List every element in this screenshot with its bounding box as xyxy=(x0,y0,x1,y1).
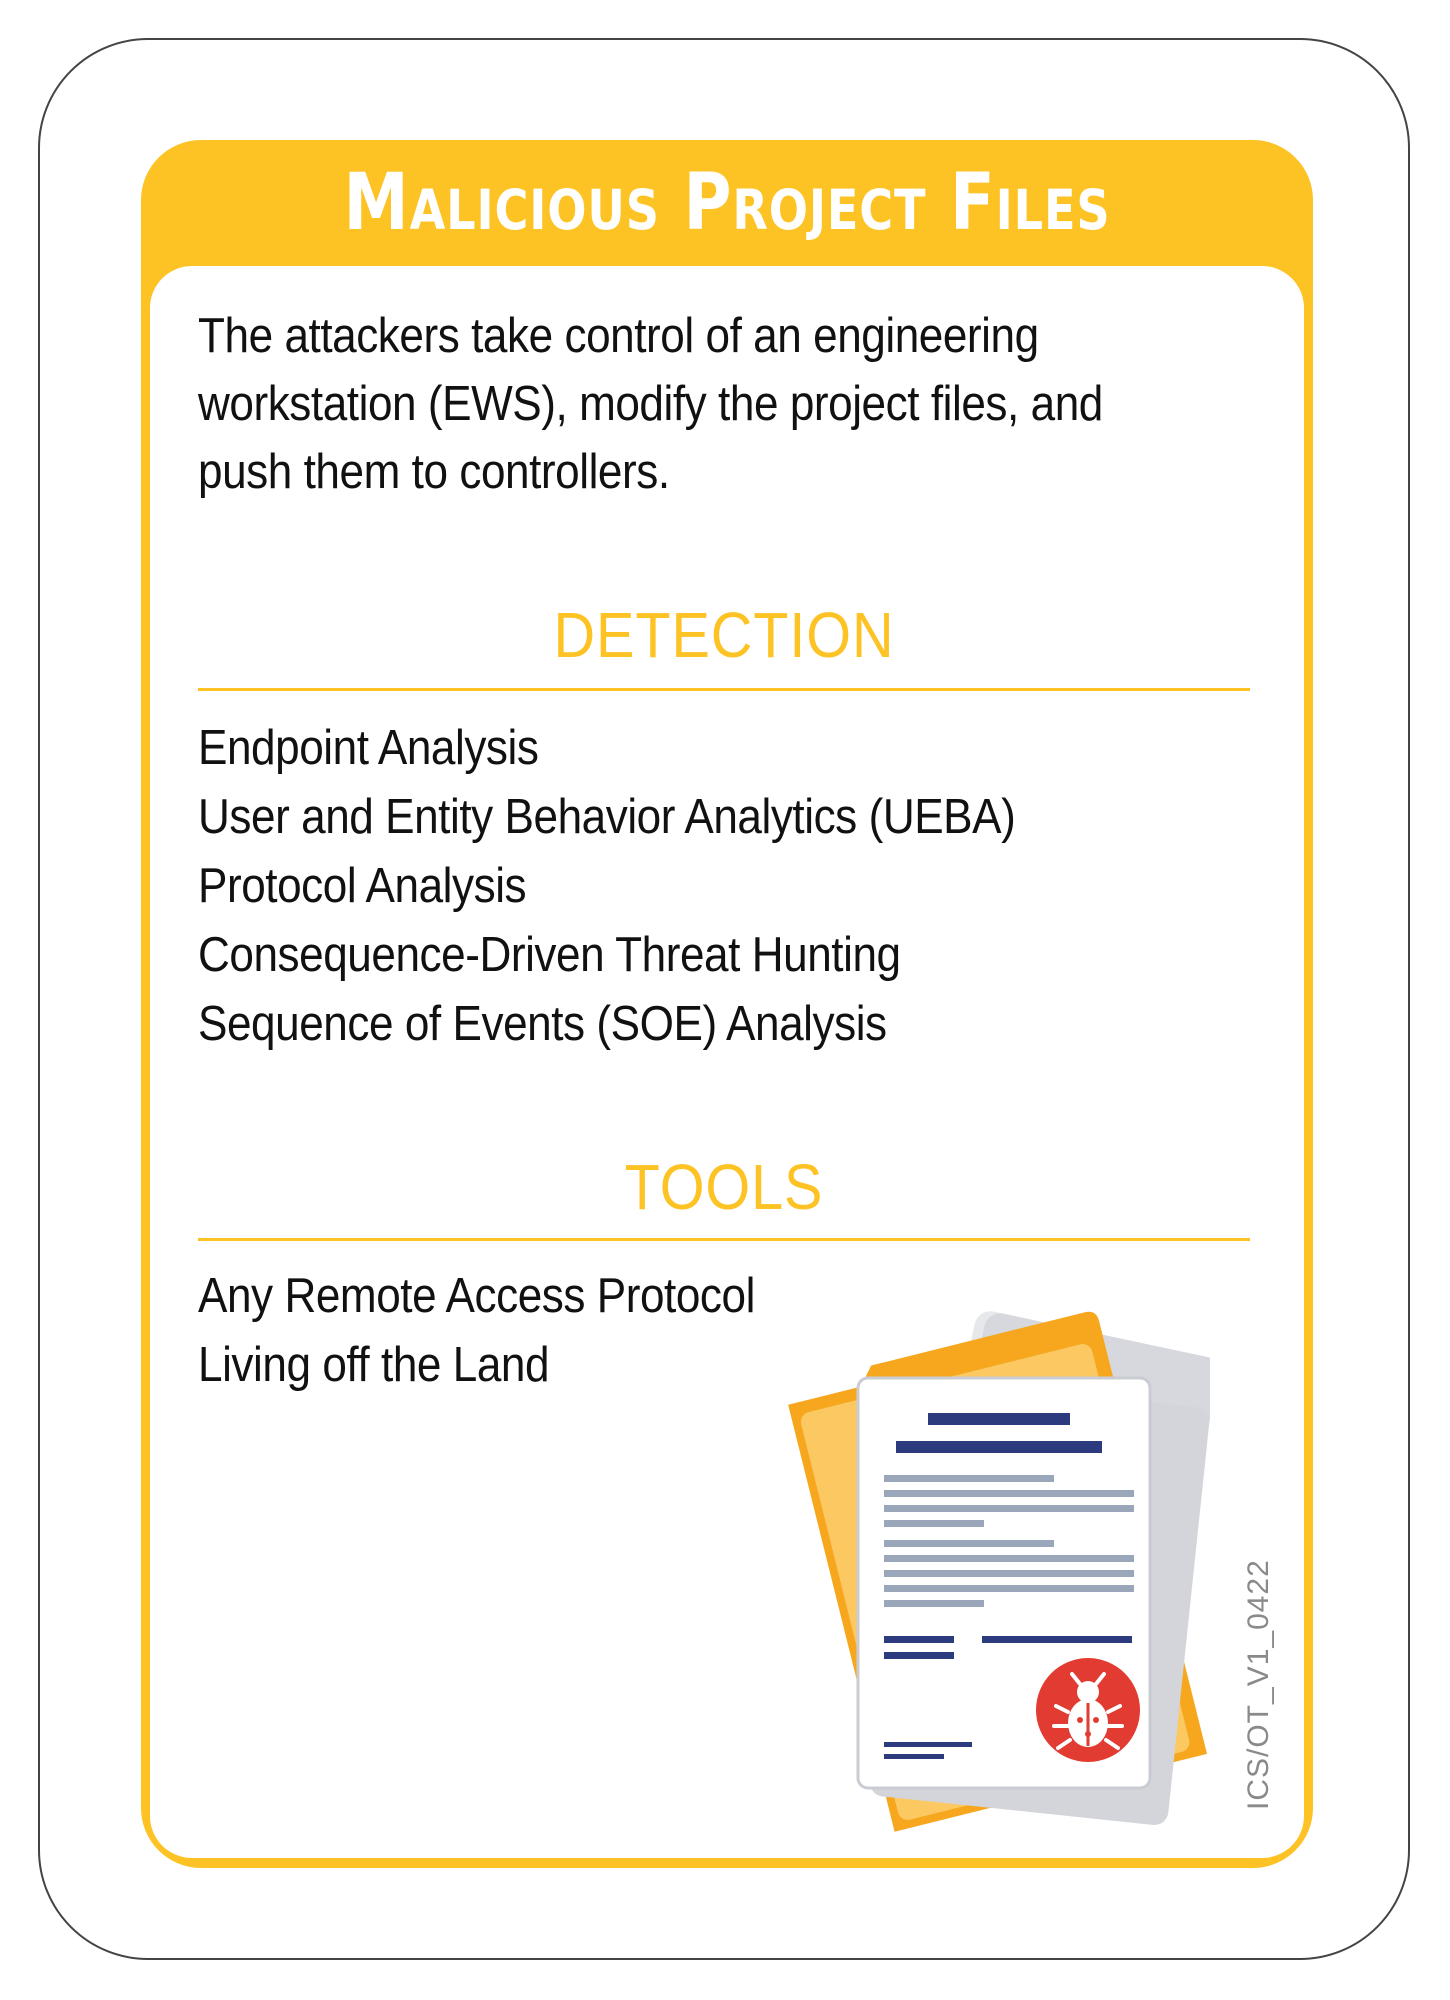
list-item: Living off the Land xyxy=(198,1338,550,1392)
infected-document-icon xyxy=(788,1311,1210,1832)
list-item: Endpoint Analysis xyxy=(198,721,539,775)
card-code: ICS/OT_V1_0422 xyxy=(1242,1559,1275,1810)
tools-divider xyxy=(198,1238,1250,1241)
list-item: User and Entity Behavior Analytics (UEBA… xyxy=(198,790,1016,844)
list-item: Any Remote Access Protocol xyxy=(198,1269,755,1323)
card-border xyxy=(38,38,1410,1960)
list-item: Consequence-Driven Threat Hunting xyxy=(198,928,901,982)
list-item: Sequence of Events (SOE) Analysis xyxy=(198,997,887,1051)
card-title: Malicious Project Files xyxy=(343,158,1111,248)
card-description: The attackers take control of an enginee… xyxy=(198,309,1103,499)
tools-list: Any Remote Access Protocol Living off th… xyxy=(198,1262,755,1400)
detection-divider xyxy=(198,688,1250,691)
tools-heading: TOOLS xyxy=(624,1151,824,1223)
list-item: Protocol Analysis xyxy=(198,859,527,913)
detection-heading: DETECTION xyxy=(553,599,895,671)
detection-list: Endpoint Analysis User and Entity Behavi… xyxy=(198,714,1016,1059)
bug-icon xyxy=(1036,1658,1140,1762)
